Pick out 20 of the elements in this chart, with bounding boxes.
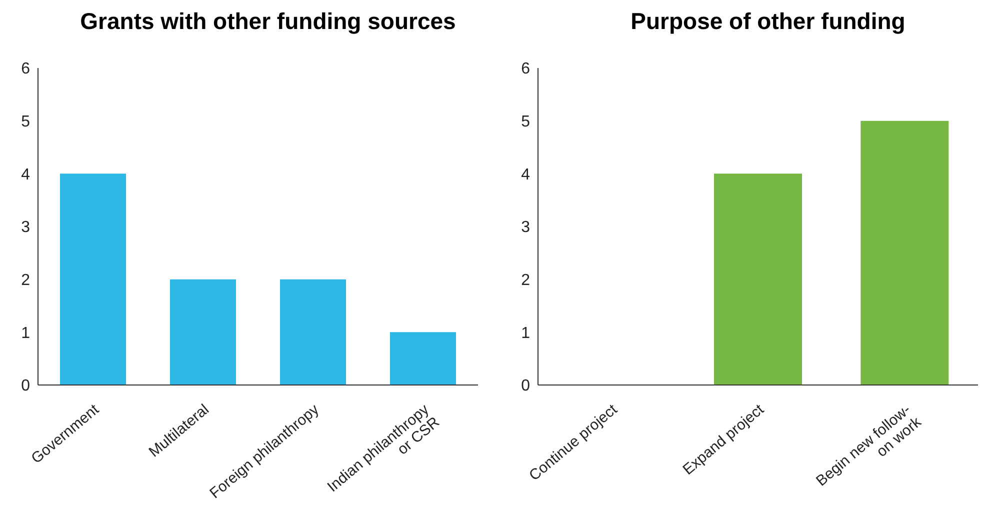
y-tick-label: 5 [21,114,30,131]
y-tick-label: 2 [21,272,30,290]
y-tick-label: 3 [521,219,530,236]
y-tick-label: 0 [21,378,30,395]
chart-title: Grants with other funding sources [79,8,457,36]
y-tick-label: 2 [521,272,530,290]
bar [280,279,346,385]
y-tick-label: 5 [521,114,530,131]
bar [390,332,456,385]
y-tick-label: 6 [21,60,30,78]
y-tick-label: 0 [521,378,530,395]
y-tick-label: 1 [21,324,30,342]
chart-title: Purpose of other funding [630,8,906,36]
y-tick-label: 4 [521,166,530,184]
y-tick-label: 6 [521,60,530,78]
y-tick-label: 1 [521,324,530,342]
bar [170,279,236,385]
y-tick-label: 3 [21,219,30,236]
bar [60,174,126,385]
y-tick-label: 4 [21,166,30,184]
